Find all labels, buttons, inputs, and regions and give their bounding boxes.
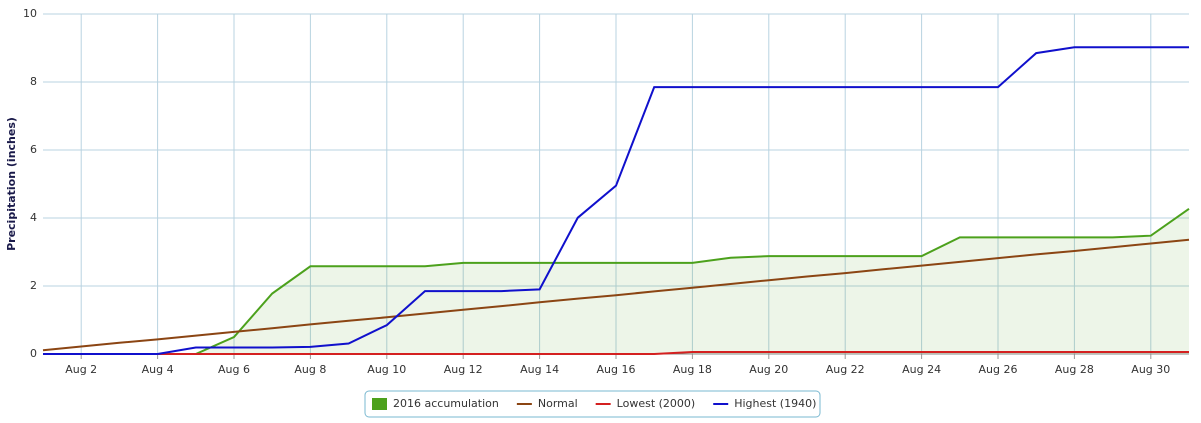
x-tick-label: Aug 20	[749, 363, 788, 376]
legend-label: Highest (1940)	[734, 397, 816, 410]
line	[43, 207, 1190, 355]
y-axis-label: Precipitation (inches)	[5, 117, 18, 251]
area	[43, 208, 1189, 354]
x-tick-label: Aug 10	[367, 363, 406, 376]
x-tick-label: Aug 28	[1055, 363, 1094, 376]
x-tick-label: Aug 14	[520, 363, 559, 376]
legend-label: 2016 accumulation	[393, 397, 499, 410]
x-tick-label: Aug 24	[902, 363, 941, 376]
x-tick-label: Aug 4	[142, 363, 174, 376]
line	[43, 351, 1189, 355]
line	[43, 46, 1189, 355]
y-tick-label: 0	[30, 347, 37, 360]
legend-box	[364, 390, 821, 418]
y-tick-label: 8	[30, 75, 37, 88]
legend-label: Normal	[538, 397, 578, 410]
x-tick-label: Aug 2	[65, 363, 97, 376]
y-tick-label: 10	[23, 7, 37, 20]
x-tick-label: Aug 30	[1131, 363, 1170, 376]
x-tick-label: Aug 22	[826, 363, 865, 376]
y-tick-label: 2	[30, 279, 37, 292]
x-tick-label: Aug 6	[218, 363, 250, 376]
x-tick-label: Aug 12	[444, 363, 483, 376]
y-tick-label: 6	[30, 143, 37, 156]
x-tick-label: Aug 8	[294, 363, 326, 376]
legend-symbol	[372, 398, 387, 410]
legend-label: Lowest (2000)	[617, 397, 696, 410]
x-tick-label: Aug 16	[597, 363, 636, 376]
x-tick-label: Aug 18	[673, 363, 712, 376]
y-tick-label: 4	[30, 211, 37, 224]
line	[42, 238, 1190, 352]
x-tick-label: Aug 26	[979, 363, 1018, 376]
